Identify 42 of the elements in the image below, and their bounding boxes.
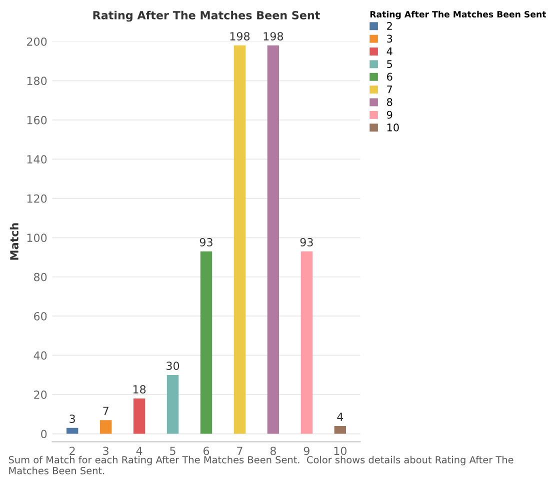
- y-tick-label: 100: [27, 234, 47, 242]
- x-tick-label: 4: [136, 446, 142, 455]
- chart-title: Rating After The Matches Been Sent: [93, 10, 320, 22]
- y-axis-title: Match: [10, 223, 18, 260]
- x-tick-label: 3: [103, 446, 108, 456]
- y-tick-label: 160: [27, 116, 47, 124]
- x-tick-label: 5: [170, 446, 176, 456]
- legend-label: 2: [387, 22, 392, 30]
- data-label: 7: [103, 406, 108, 415]
- data-label: 4: [337, 412, 344, 421]
- data-label: 198: [264, 32, 284, 40]
- data-label: 198: [230, 32, 250, 40]
- y-tick-label: 40: [34, 351, 47, 360]
- legend-label: 4: [386, 48, 392, 56]
- legend-label: 9: [386, 110, 392, 119]
- y-tick-label: 60: [34, 312, 47, 320]
- x-tick-label: 6: [203, 446, 210, 456]
- x-tick-label: 2: [70, 446, 75, 455]
- x-tick-label: 9: [304, 446, 310, 456]
- y-tick-label: 0: [41, 430, 47, 438]
- legend-label: 7: [387, 86, 392, 94]
- x-tick-label: 7: [237, 446, 242, 455]
- y-tick-label: 120: [27, 194, 47, 203]
- legend-label: 6: [387, 72, 392, 81]
- legend-label: 3: [387, 34, 392, 43]
- legend-label: 10: [387, 124, 399, 132]
- data-label: 93: [200, 238, 212, 246]
- data-label: 93: [300, 238, 313, 246]
- x-tick-label: 8: [270, 446, 276, 456]
- data-label: 30: [166, 362, 180, 370]
- legend-label: 5: [387, 60, 392, 68]
- legend-title: Rating After The Matches Been Sent: [370, 10, 546, 20]
- y-tick-label: 20: [34, 390, 47, 399]
- y-tick-label: 80: [34, 272, 47, 282]
- x-tick-label: 10: [334, 446, 346, 456]
- legend-label: 8: [387, 98, 392, 106]
- y-tick-label: 200: [26, 37, 47, 46]
- text: Sum of Match for each Rating After The Matches Been Sent. Color shows details about Rating After The Matches Been Sent.: [8, 456, 514, 474]
- data-label: 18: [133, 385, 146, 394]
- y-tick-label: 180: [27, 76, 47, 86]
- data-label: 3: [70, 414, 75, 423]
- y-tick-label: 140: [27, 155, 47, 164]
